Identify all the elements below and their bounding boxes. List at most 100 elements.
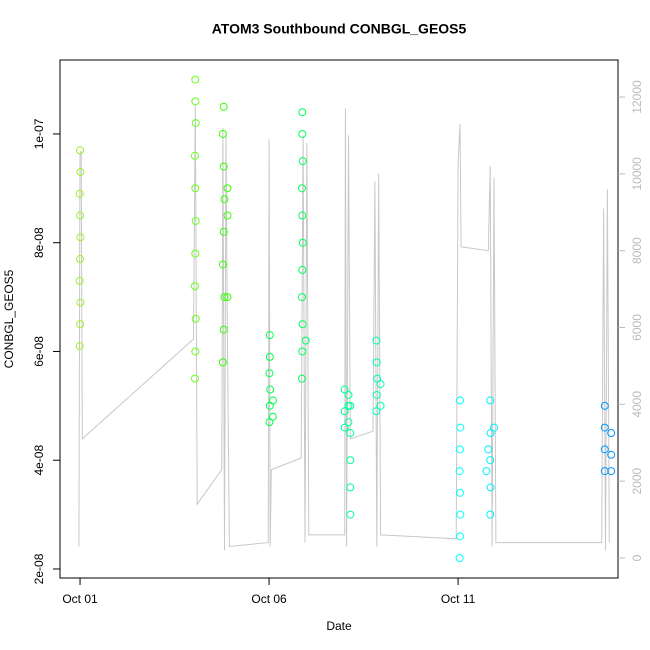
data-point — [484, 445, 493, 454]
y-tick-label: 4e-08 — [32, 445, 46, 476]
data-point — [268, 412, 277, 421]
data-point — [607, 429, 616, 438]
y-tick-label: 1e-07 — [32, 118, 46, 149]
data-point — [191, 216, 200, 225]
data-point — [346, 510, 355, 519]
data-point — [268, 396, 277, 405]
data-point — [456, 510, 465, 519]
data-point — [372, 336, 381, 345]
data-point — [190, 374, 199, 383]
data-point — [298, 157, 307, 166]
data-point — [297, 184, 306, 193]
data-point — [191, 314, 200, 323]
data-point — [190, 151, 199, 160]
data-point — [191, 97, 200, 106]
data-point — [76, 320, 85, 329]
y-tick-label: 6e-08 — [32, 336, 46, 367]
data-point — [219, 227, 228, 236]
x-tick-label: Oct 11 — [441, 592, 476, 606]
y2-tick-label: 4000 — [630, 391, 644, 418]
data-point — [76, 233, 85, 242]
data-point — [219, 162, 228, 171]
y-tick-label: 8e-08 — [32, 227, 46, 258]
data-point — [490, 423, 498, 432]
data-point — [191, 249, 200, 258]
y-axis-label: CONBGL_GEOS5 — [2, 269, 16, 368]
data-point — [75, 189, 84, 198]
data-point — [376, 401, 385, 410]
data-point — [76, 298, 85, 307]
data-point — [486, 396, 495, 405]
y2-tick-label: 6000 — [630, 314, 644, 341]
data-point — [75, 276, 84, 285]
data-point — [298, 211, 307, 220]
data-point — [298, 238, 307, 247]
data-point — [486, 483, 495, 492]
data-point — [340, 423, 349, 432]
y2-tick-label: 12000 — [630, 80, 644, 114]
data-point — [482, 467, 491, 476]
data-point — [600, 467, 609, 476]
data-point — [340, 385, 349, 394]
data-point — [486, 510, 495, 519]
data-point — [298, 108, 307, 117]
altitude-line — [78, 104, 610, 551]
y-tick-label: 2e-08 — [32, 553, 46, 584]
data-point — [223, 293, 232, 302]
data-point — [455, 554, 464, 563]
data-point — [455, 532, 464, 541]
data-point — [344, 390, 353, 399]
data-point — [76, 255, 85, 264]
data-point — [218, 358, 227, 367]
data-point — [297, 293, 306, 302]
data-point — [455, 396, 464, 405]
data-point — [372, 390, 381, 399]
data-point — [298, 320, 307, 329]
y2-tick-label: 8000 — [630, 237, 644, 264]
data-point — [346, 456, 355, 465]
data-point — [297, 374, 306, 383]
data-point — [191, 347, 200, 356]
data-point — [219, 325, 228, 334]
data-point — [600, 423, 609, 432]
data-point — [223, 184, 232, 193]
data-point — [191, 75, 200, 84]
data-point — [218, 129, 227, 138]
data-point — [265, 331, 274, 340]
x-axis-label: Date — [326, 619, 352, 633]
data-point — [76, 146, 85, 155]
data-point — [76, 211, 85, 220]
data-point — [344, 418, 353, 427]
data-point — [607, 467, 616, 476]
data-point — [346, 401, 355, 410]
data-point — [218, 260, 227, 269]
data-point — [600, 401, 609, 410]
data-point — [266, 385, 275, 394]
data-point — [455, 445, 464, 454]
data-point — [191, 119, 200, 128]
data-point — [190, 282, 199, 291]
data-point — [298, 265, 307, 274]
x-tick-label: Oct 06 — [251, 592, 287, 606]
data-point — [223, 211, 232, 220]
data-point — [298, 347, 307, 356]
y2-tick-label: 0 — [630, 554, 644, 561]
data-point — [220, 293, 229, 302]
y2-tick-label: 2000 — [630, 467, 644, 494]
data-point — [455, 488, 464, 497]
data-point — [486, 456, 495, 465]
data-point — [191, 184, 200, 193]
data-point — [219, 102, 228, 111]
data-point — [301, 336, 310, 345]
data-point — [265, 369, 274, 378]
plot-frame — [59, 59, 619, 579]
data-point — [372, 407, 381, 416]
data-point — [376, 380, 385, 389]
data-point — [346, 429, 355, 438]
data-point — [265, 352, 274, 361]
data-point — [346, 483, 355, 492]
data-point — [75, 342, 84, 351]
data-point — [372, 358, 381, 367]
